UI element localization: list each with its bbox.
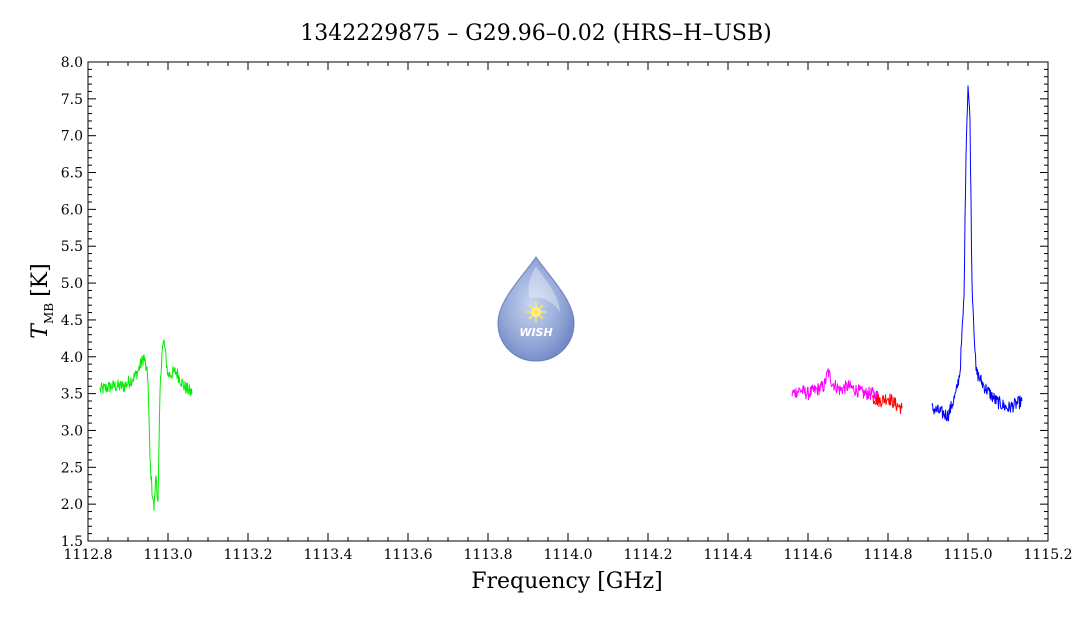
- x-tick-label: 1114.6: [784, 547, 833, 563]
- x-tick-label: 1114.0: [544, 547, 593, 563]
- y-tick-label: 1.5: [61, 534, 83, 550]
- x-axis-label: Frequency [GHz]: [471, 569, 663, 594]
- y-tick-label: 4.5: [61, 313, 83, 329]
- wish-logo: WISH: [497, 256, 575, 362]
- x-tick-label: 1113.4: [304, 547, 353, 563]
- y-tick-label: 5.5: [61, 239, 83, 255]
- y-tick-label: 2.5: [61, 460, 83, 476]
- logo-text: WISH: [519, 326, 552, 339]
- x-tick-label: 1114.2: [624, 547, 673, 563]
- x-tick-label: 1113.2: [224, 547, 273, 563]
- x-tick-label: 1113.0: [144, 547, 193, 563]
- y-tick-label: 3.0: [61, 423, 83, 439]
- y-tick-label: 2.0: [61, 497, 83, 513]
- y-tick-label: 6.0: [61, 202, 83, 218]
- y-axis-ticks: 1.5 2.0 2.5 3.0 3.5 4.0 4.5 5.0 5.5 6.0 6.5 7.0 7.5 8…: [61, 55, 1048, 550]
- y-tick-label: 8.0: [61, 55, 83, 71]
- y-axis-label: TMB [K]: [28, 263, 56, 338]
- y-tick-label: 4.0: [61, 350, 83, 366]
- x-tick-label: 1113.8: [464, 547, 513, 563]
- y-axis-label-main: T: [28, 322, 53, 339]
- x-tick-label: 1113.6: [384, 547, 433, 563]
- star-icon: [526, 302, 546, 322]
- spectrum-series-0: [99, 339, 193, 511]
- y-axis-label-sub: MB: [42, 303, 56, 324]
- x-tick-label: 1114.8: [864, 547, 913, 563]
- x-tick-label: 1112.8: [64, 547, 113, 563]
- spectrum-series-2: [871, 393, 903, 415]
- x-tick-label: 1114.4: [704, 547, 753, 563]
- chart-title: 1342229875 – G29.96–0.02 (HRS–H–USB): [300, 21, 771, 46]
- spectrum-series-1: [791, 368, 881, 404]
- spectrum-series-3: [931, 85, 1023, 422]
- y-tick-label: 3.5: [61, 387, 83, 403]
- y-tick-label: 7.0: [61, 129, 83, 145]
- y-axis-label-unit: [K]: [28, 263, 53, 297]
- x-tick-label: 1115.2: [1024, 547, 1072, 563]
- svg-text:TMB[K]: TMB [K]: [28, 263, 56, 338]
- y-tick-label: 5.0: [61, 276, 83, 292]
- series-group: [99, 85, 1023, 511]
- y-tick-label: 6.5: [61, 166, 83, 182]
- y-tick-label: 7.5: [61, 92, 83, 108]
- x-axis-ticks: 1112.8 1113.0 1113.2 1113.4 1113.6 1113.8 1114…: [64, 62, 1072, 563]
- x-tick-label: 1115.0: [944, 547, 993, 563]
